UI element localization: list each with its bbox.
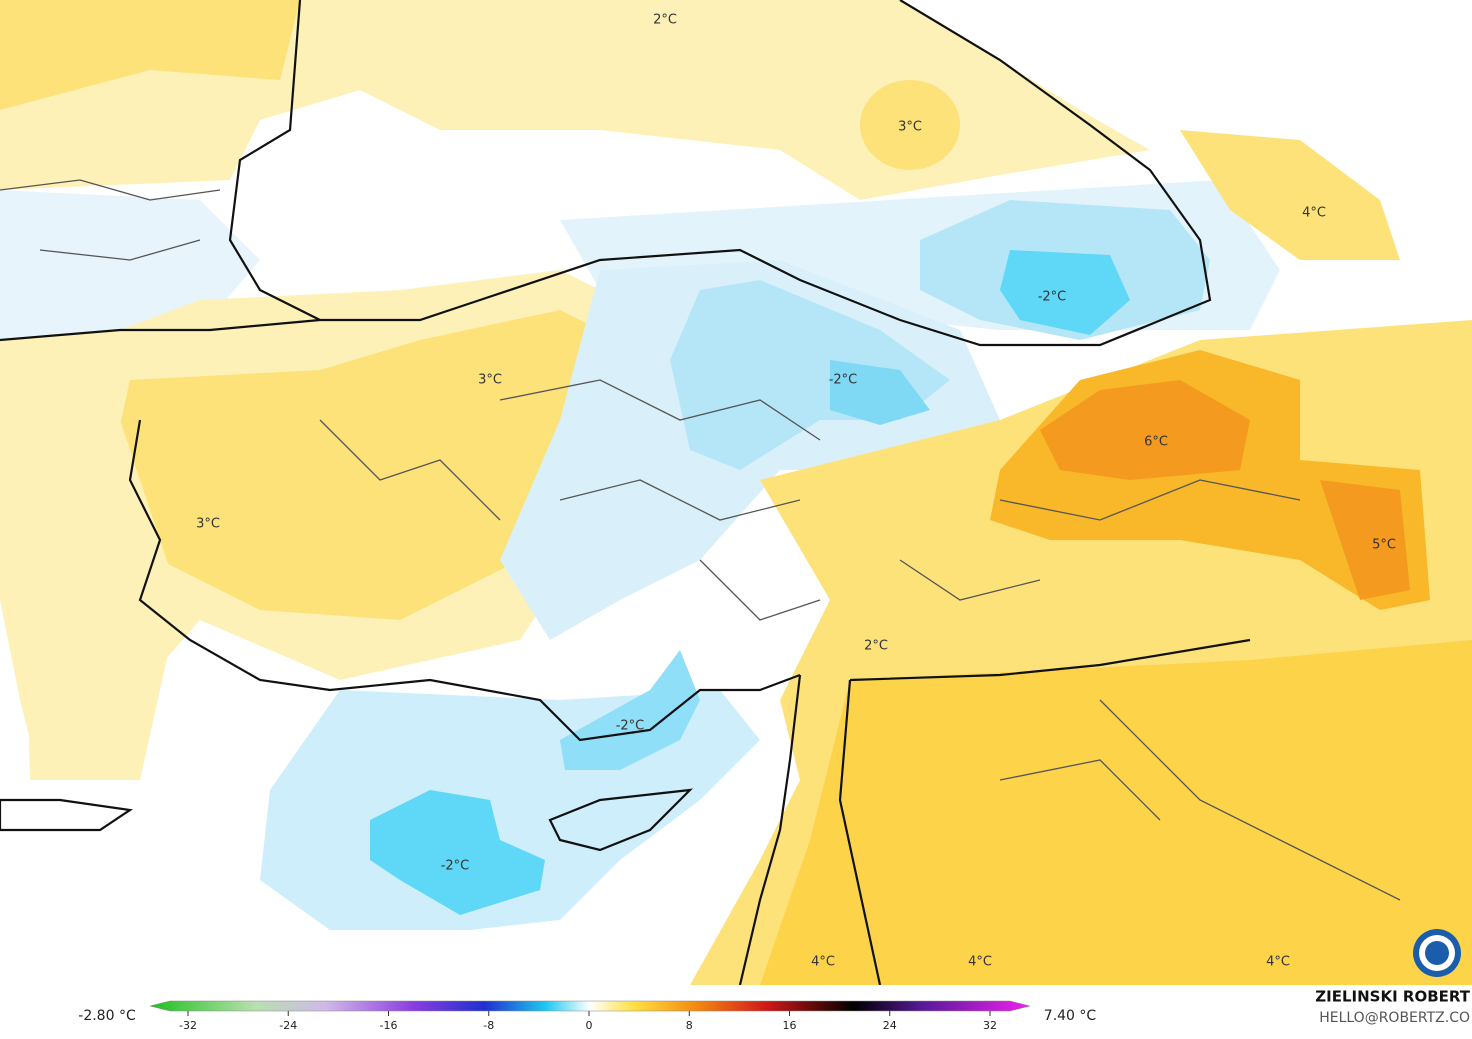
colorbar-tick-label: -8 — [483, 1019, 494, 1032]
colorbar-max: 7.40 °C — [1044, 1008, 1097, 1024]
contour-label: 6°C — [1144, 435, 1168, 450]
contour-label: 2°C — [653, 13, 677, 28]
contour-label: 4°C — [811, 955, 835, 970]
colorbar-tick-label: 8 — [686, 1019, 693, 1032]
contour-label: 3°C — [196, 517, 220, 532]
borders — [0, 179, 1401, 901]
credit-name: ZIELINSKI ROBERT — [1315, 988, 1470, 1006]
contour-label: -2°C — [441, 859, 470, 874]
contour-label: 4°C — [1266, 955, 1290, 970]
contour-label: 2°C — [864, 639, 888, 654]
coastlines — [0, 0, 1251, 986]
colorbar-tick-label: 32 — [983, 1019, 997, 1032]
colorbar-tick-label: 16 — [783, 1019, 797, 1032]
colorbar-min: -2.80 °C — [78, 1008, 136, 1024]
colorbar-tick-label: -16 — [380, 1019, 398, 1032]
colorbar-tick-label: 24 — [883, 1019, 897, 1032]
colorbar-tick-label: -32 — [179, 1019, 197, 1032]
contour-label: -2°C — [829, 373, 858, 388]
contour-label: 4°C — [1302, 206, 1326, 221]
field — [0, 0, 1472, 985]
colorbar-tick-label: -24 — [279, 1019, 297, 1032]
credit-contact: HELLO@ROBERTZ.CO — [1319, 1010, 1470, 1026]
contour-label: 3°C — [478, 373, 502, 388]
noaa-logo — [1413, 929, 1461, 977]
colorbar — [149, 1000, 1031, 1012]
contour-label: 3°C — [898, 120, 922, 135]
contour-label: -2°C — [1038, 290, 1067, 305]
contour-label: -2°C — [616, 719, 645, 734]
contour-label: 4°C — [968, 955, 992, 970]
colorbar-tick-label: 0 — [586, 1019, 593, 1032]
contour-label: 5°C — [1372, 538, 1396, 553]
